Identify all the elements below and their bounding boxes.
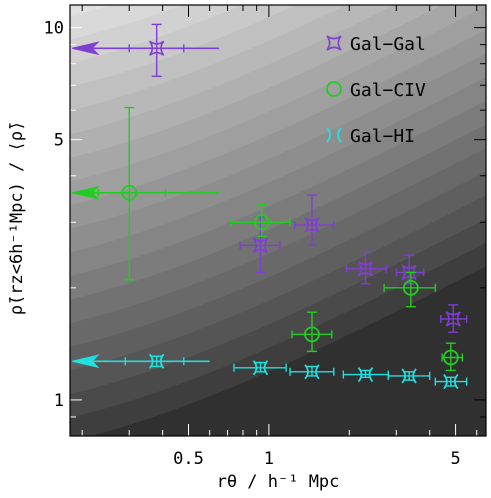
plot-frame [69, 4, 487, 437]
background-band [91, 266, 486, 436]
data-point [357, 261, 374, 277]
marker-arc [148, 353, 154, 369]
limit-arrowhead [71, 41, 100, 56]
marker-arc [401, 368, 407, 384]
data-point [401, 368, 417, 384]
marker-arc [252, 360, 258, 376]
data-point [304, 364, 320, 380]
marker-arc [304, 364, 309, 380]
legend-label: Gal−CIV [350, 80, 426, 101]
data-point [149, 40, 165, 56]
x-tick-label: 1 [264, 449, 274, 469]
legend-marker [326, 81, 342, 97]
marker-arc [326, 127, 331, 143]
legend: Gal−Gal Gal−CIV Gal−HI [326, 34, 426, 147]
x-tick-label: 5 [450, 449, 460, 469]
data-point [252, 237, 269, 254]
data-point [121, 184, 138, 201]
marker-arc [412, 368, 417, 384]
data-point [252, 360, 269, 376]
x-tick-label: 0.5 [173, 449, 204, 469]
marker-arc [357, 366, 363, 383]
y-axis-label: ρ̄(rz<6h⁻¹Mpc) / ⟨ρ̄⟩ [7, 121, 27, 315]
marker-arc [368, 366, 374, 383]
marker-arc [159, 353, 165, 369]
limit-arrowhead [71, 185, 100, 200]
series-hourglass [71, 353, 468, 390]
data-point [401, 264, 417, 281]
marker-arc [337, 127, 342, 143]
tick-marks [70, 5, 486, 436]
data-point [304, 217, 320, 233]
data-point [357, 366, 374, 383]
x-axis-label: rθ / h⁻¹ Mpc [217, 472, 340, 492]
legend-label: Gal−HI [350, 126, 415, 147]
y-tick-label: 1 [54, 391, 64, 411]
y-tick-label: 5 [54, 131, 64, 151]
marker-arc [315, 364, 320, 380]
series-circle [71, 106, 464, 372]
data-point [445, 311, 461, 327]
data-point [148, 353, 165, 369]
legend-marker [326, 127, 342, 143]
data-point [304, 326, 320, 343]
limit-arrowhead [71, 354, 100, 369]
series-four-point-star [71, 23, 468, 333]
y-tick-label: 10 [44, 19, 64, 39]
marker-arc [263, 360, 269, 376]
legend-label: Gal−Gal [350, 34, 426, 55]
data-point [443, 374, 459, 390]
data-point [442, 349, 459, 366]
data-point [402, 279, 419, 296]
legend-marker [326, 35, 342, 51]
data-layer [71, 23, 468, 390]
plot-background [70, 5, 486, 436]
data-point [253, 214, 270, 231]
tick-labels: 0.5 1 5 1 5 10 [44, 19, 461, 469]
marker-arc [443, 374, 448, 390]
marker-arc [453, 374, 459, 390]
